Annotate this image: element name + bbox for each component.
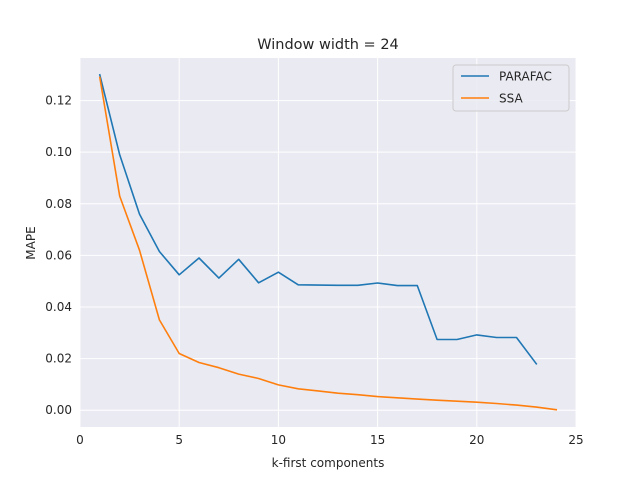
y-tick-label: 0.00 [45,403,72,417]
x-tick-label: 10 [271,433,286,447]
y-tick-label: 0.04 [45,300,72,314]
series-line-parafac [98,73,538,365]
y-tick-label: 0.12 [45,94,72,108]
y-tick-label: 0.06 [45,248,72,262]
x-axis-ticks: 0 5 10 15 20 25 [76,433,583,447]
grid-lines [79,58,577,427]
chart-title: Window width = 24 [257,37,399,53]
x-tick-label: 0 [76,433,84,447]
x-tick-label: 15 [370,433,385,447]
y-axis-label: MAPE [24,226,38,259]
legend: PARAFAC SSA [452,64,570,112]
legend-label: SSA [499,92,523,106]
legend-label: PARAFAC [499,70,552,84]
x-tick-label: 5 [175,433,183,447]
y-axis-ticks: 0.00 0.02 0.04 0.06 0.08 0.10 0.12 [45,94,72,418]
y-tick-label: 0.08 [45,197,72,211]
series-line-ssa [98,76,558,411]
x-tick-label: 20 [469,433,484,447]
x-tick-label: 25 [568,433,583,447]
series-group [98,73,558,411]
y-tick-label: 0.02 [45,352,72,366]
plot-area [80,58,576,427]
y-tick-label: 0.10 [45,145,72,159]
x-axis-label: k-first components [272,456,385,470]
